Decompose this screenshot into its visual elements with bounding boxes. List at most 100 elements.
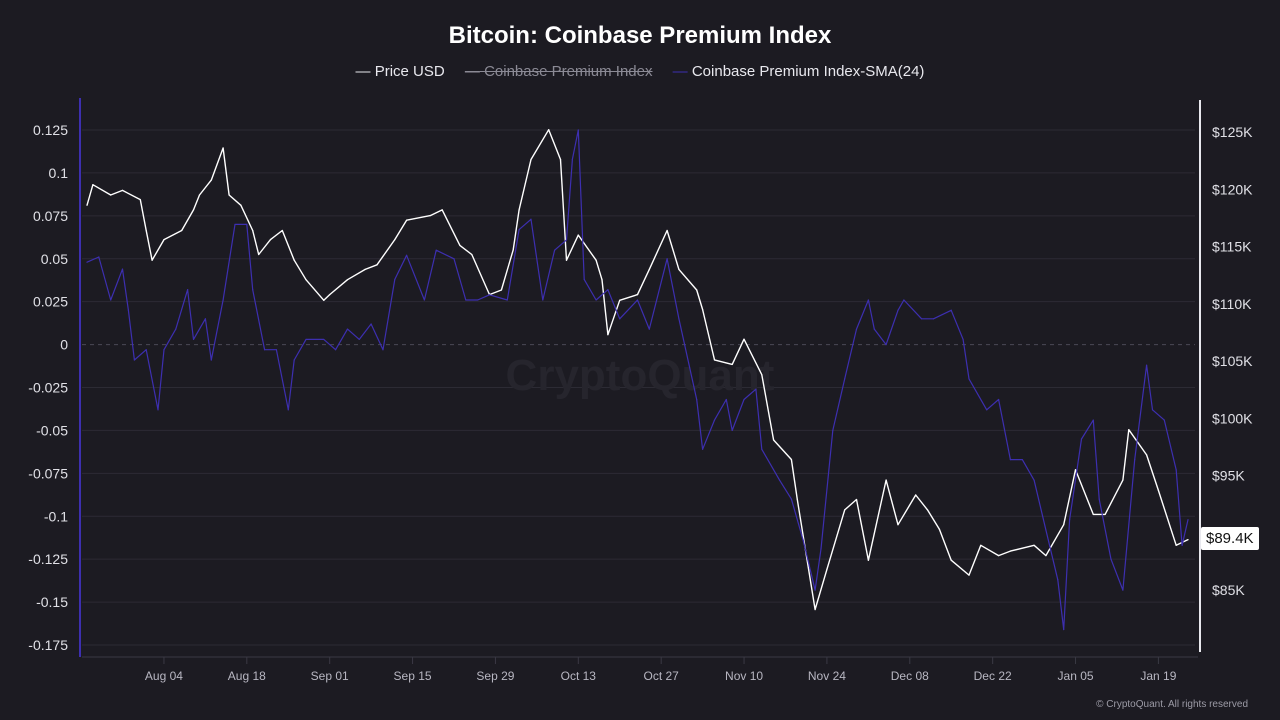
price-point (293, 259, 295, 261)
price-point (702, 308, 704, 311)
sma-point (814, 589, 816, 591)
price-point (980, 544, 982, 546)
sma-point (157, 409, 159, 411)
price-point (897, 524, 899, 526)
sma-point (986, 409, 988, 411)
price-point (790, 458, 793, 461)
left-axis-tick-label: -0.025 (28, 380, 68, 396)
price-point (666, 229, 668, 232)
right-axis-tick-label: $115K (1212, 239, 1252, 255)
right-axis-tick-label: $105K (1212, 353, 1253, 369)
x-axis-tick-label: Oct 13 (561, 669, 597, 683)
price-point (1063, 524, 1065, 526)
sma-point (358, 338, 360, 341)
sma-point (323, 338, 325, 341)
sma-point (488, 294, 491, 296)
sma-point (1009, 459, 1012, 461)
left-axis-tick-label: 0.125 (33, 122, 68, 138)
price-point (346, 279, 349, 281)
price-point (163, 239, 165, 241)
sma-point (86, 261, 88, 263)
sma-point (855, 328, 858, 330)
sma-point (163, 349, 165, 351)
sma-point (263, 349, 266, 351)
sma-point (222, 299, 224, 301)
sma-point (1092, 419, 1094, 421)
price-point (228, 194, 230, 196)
left-axis-tick-label: -0.1 (44, 508, 68, 524)
price-point (530, 158, 532, 161)
x-axis-tick-label: Sep 29 (476, 669, 514, 683)
left-axis-tick-label: 0 (60, 337, 68, 353)
sma-point (1110, 558, 1112, 560)
x-axis-tick-label: Jan 19 (1140, 669, 1176, 683)
sma-point (997, 398, 1000, 401)
sma-point (678, 318, 680, 320)
price-point (1033, 544, 1035, 546)
price-point (796, 498, 798, 501)
price-point (855, 498, 858, 501)
price-point (607, 334, 609, 336)
sma-point (1045, 529, 1047, 531)
price-point (364, 268, 366, 270)
sma-point (435, 249, 437, 251)
sma-point (1145, 364, 1148, 366)
x-axis-tick-label: Aug 18 (228, 669, 266, 683)
x-axis-tick-label: Dec 22 (974, 669, 1012, 683)
x-axis-tick-label: Sep 15 (394, 669, 432, 683)
right-axis-tick-label: $110K (1212, 296, 1252, 312)
sma-point (370, 323, 372, 325)
sma-point (743, 398, 745, 401)
sma-point (346, 328, 349, 330)
price-point (636, 293, 639, 296)
sma-point (465, 299, 467, 301)
price-point (885, 479, 887, 481)
sma-point (962, 338, 964, 341)
sma-point (666, 258, 668, 260)
left-axis-tick-label: -0.175 (28, 637, 68, 653)
price-point (394, 239, 396, 241)
sma-point (565, 239, 568, 241)
sma-point (1080, 438, 1083, 440)
legend-label: Price USD (374, 63, 445, 80)
right-axis-tick-label: $120K (1212, 181, 1253, 197)
sma-point (1021, 459, 1023, 461)
price-point (950, 559, 952, 561)
right-axis-tick-label: $100K (1212, 410, 1253, 426)
left-axis-tick-label: -0.075 (28, 465, 68, 481)
price-point (252, 229, 254, 232)
sma-point (1057, 579, 1059, 581)
price-point (1104, 513, 1106, 516)
sma-point (453, 258, 455, 260)
price-point (619, 299, 621, 301)
sma-point (1098, 498, 1100, 500)
sma-point (885, 343, 887, 346)
sma-point (1151, 409, 1154, 411)
price-point (269, 239, 272, 241)
chart-title: Bitcoin: Coinbase Premium Index (448, 22, 832, 49)
sma-point (968, 378, 970, 380)
price-point (1128, 429, 1130, 431)
legend-item-sma[interactable]: — Coinbase Premium Index-SMA(24) (673, 63, 925, 80)
sma-point (1181, 544, 1183, 547)
x-axis-tick-label: Aug 04 (145, 669, 183, 683)
legend-item-price[interactable]: — Price USD (356, 63, 445, 80)
right-axis-tick-label: $85K (1212, 582, 1245, 598)
price-point (1092, 513, 1094, 516)
sma-point (554, 249, 556, 251)
sma-point (832, 429, 834, 432)
sma-point (1069, 519, 1071, 521)
price-point (601, 279, 603, 281)
series-line-premium-sma (86, 129, 1189, 631)
price-point (258, 253, 260, 256)
price-point (577, 234, 579, 236)
price-point (181, 229, 183, 232)
legend-item-premium-index[interactable]: — Coinbase Premium Index (465, 63, 653, 80)
sma-point (98, 256, 100, 258)
sma-point (287, 409, 289, 411)
price-point (548, 129, 550, 131)
sma-point (252, 289, 254, 291)
price-point (323, 299, 325, 301)
price-point (281, 229, 283, 232)
